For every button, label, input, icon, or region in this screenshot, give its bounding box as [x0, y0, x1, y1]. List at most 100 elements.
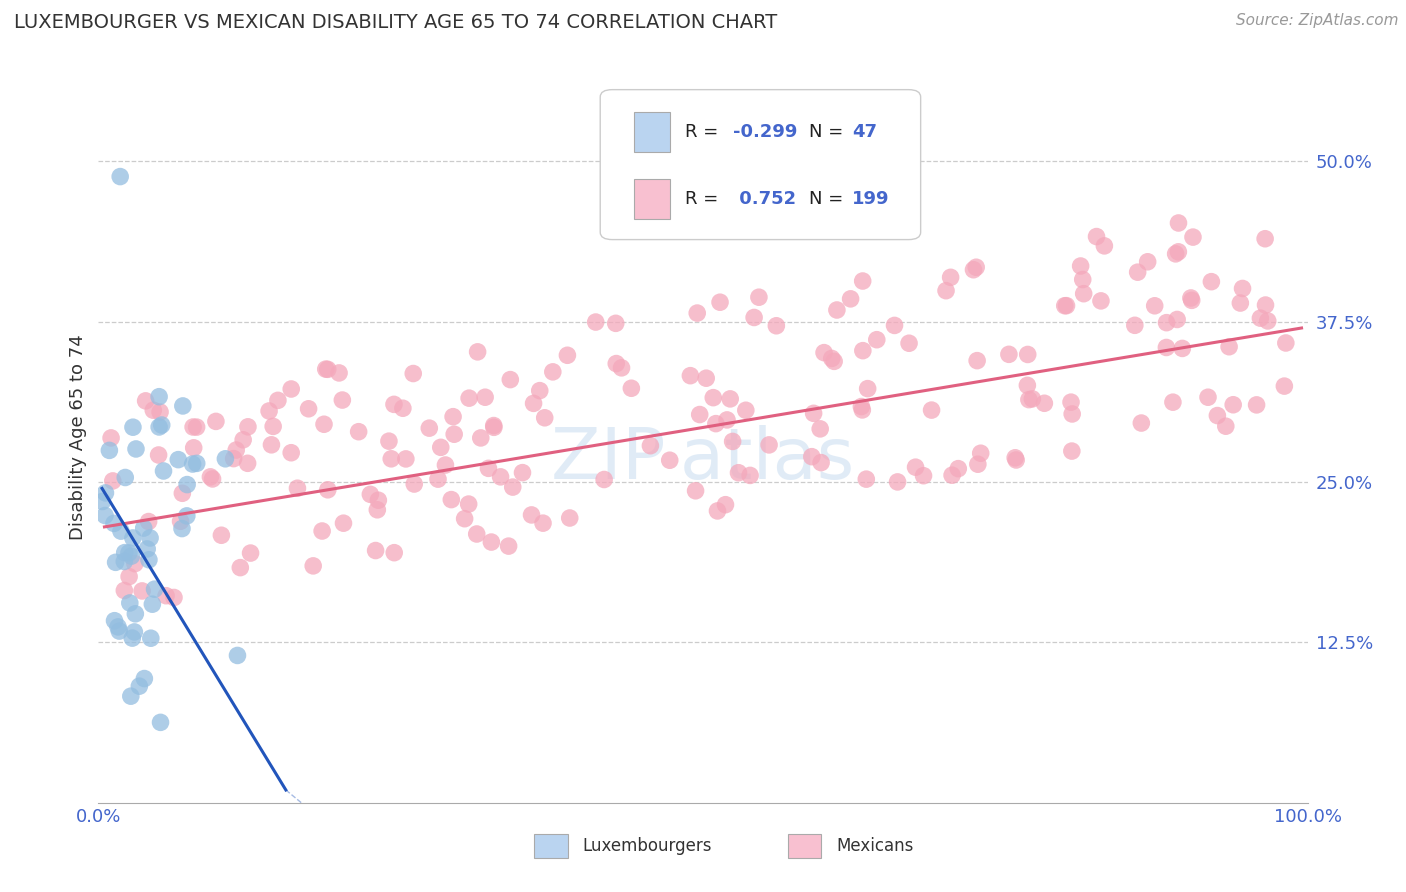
Point [689, 408, 711, 422]
Point [706, 504, 728, 518]
Point [851, 403, 873, 417]
Point [742, 310, 765, 325]
Point [141, 597, 163, 611]
Point [143, 582, 166, 597]
Point [267, 393, 290, 408]
Point [1229, 296, 1251, 310]
Point [886, 475, 908, 489]
Point [1249, 311, 1271, 326]
Point [132, 521, 155, 535]
Point [912, 468, 935, 483]
Point [378, 434, 401, 449]
Point [148, 448, 170, 462]
Point [966, 457, 988, 471]
Point [124, 557, 146, 571]
Point [499, 373, 522, 387]
Point [1156, 316, 1178, 330]
Point [229, 560, 252, 574]
Point [114, 546, 136, 560]
Point [114, 470, 136, 484]
Point [131, 583, 153, 598]
Point [122, 420, 145, 434]
Point [803, 406, 825, 420]
Point [1206, 409, 1229, 423]
Point [98, 443, 121, 458]
Point [1021, 392, 1043, 406]
Point [205, 414, 228, 428]
Point [716, 413, 738, 427]
Point [280, 446, 302, 460]
Point [935, 284, 957, 298]
Point [1017, 347, 1039, 361]
Point [108, 624, 131, 638]
Point [808, 422, 831, 436]
Point [939, 270, 962, 285]
Point [103, 516, 125, 531]
Point [167, 452, 190, 467]
Point [155, 589, 177, 603]
Point [1156, 341, 1178, 355]
Point [800, 450, 823, 464]
FancyBboxPatch shape [787, 834, 821, 858]
Point [427, 472, 450, 486]
Point [257, 404, 280, 418]
Point [904, 460, 927, 475]
Point [440, 492, 463, 507]
Point [108, 169, 131, 184]
Text: N =: N = [810, 123, 849, 141]
Point [101, 474, 124, 488]
Point [239, 546, 262, 560]
Point [470, 431, 492, 445]
Point [176, 508, 198, 523]
Point [1272, 379, 1295, 393]
Point [1070, 259, 1092, 273]
Point [1197, 390, 1219, 404]
Text: R =: R = [685, 190, 724, 209]
Point [765, 318, 787, 333]
Point [685, 483, 707, 498]
Point [118, 596, 141, 610]
Point [404, 477, 426, 491]
Point [297, 401, 319, 416]
Point [347, 425, 370, 439]
Point [429, 441, 451, 455]
Point [222, 451, 245, 466]
Point [330, 392, 353, 407]
Point [1254, 298, 1277, 312]
FancyBboxPatch shape [600, 90, 921, 240]
Point [382, 546, 405, 560]
Point [474, 390, 496, 404]
Point [898, 336, 921, 351]
Point [856, 382, 879, 396]
Point [1018, 392, 1040, 407]
Point [852, 274, 875, 288]
Point [1201, 275, 1223, 289]
Point [1143, 299, 1166, 313]
Point [948, 461, 970, 475]
Point [120, 549, 142, 563]
Point [1073, 286, 1095, 301]
Point [124, 624, 146, 639]
Point [709, 295, 731, 310]
Point [225, 443, 247, 458]
Point [813, 345, 835, 359]
Point [1071, 272, 1094, 286]
Point [1056, 299, 1078, 313]
Point [921, 403, 943, 417]
Point [1180, 291, 1202, 305]
Point [367, 493, 389, 508]
Point [176, 477, 198, 491]
Point [149, 715, 172, 730]
Point [686, 306, 709, 320]
Point [1181, 230, 1204, 244]
Point [312, 417, 335, 432]
Text: Mexicans: Mexicans [837, 837, 914, 855]
Point [434, 458, 457, 472]
Point [1222, 398, 1244, 412]
Point [512, 466, 534, 480]
Point [183, 441, 205, 455]
Point [1060, 395, 1083, 409]
Point [970, 446, 993, 460]
Point [302, 558, 325, 573]
Point [489, 470, 512, 484]
